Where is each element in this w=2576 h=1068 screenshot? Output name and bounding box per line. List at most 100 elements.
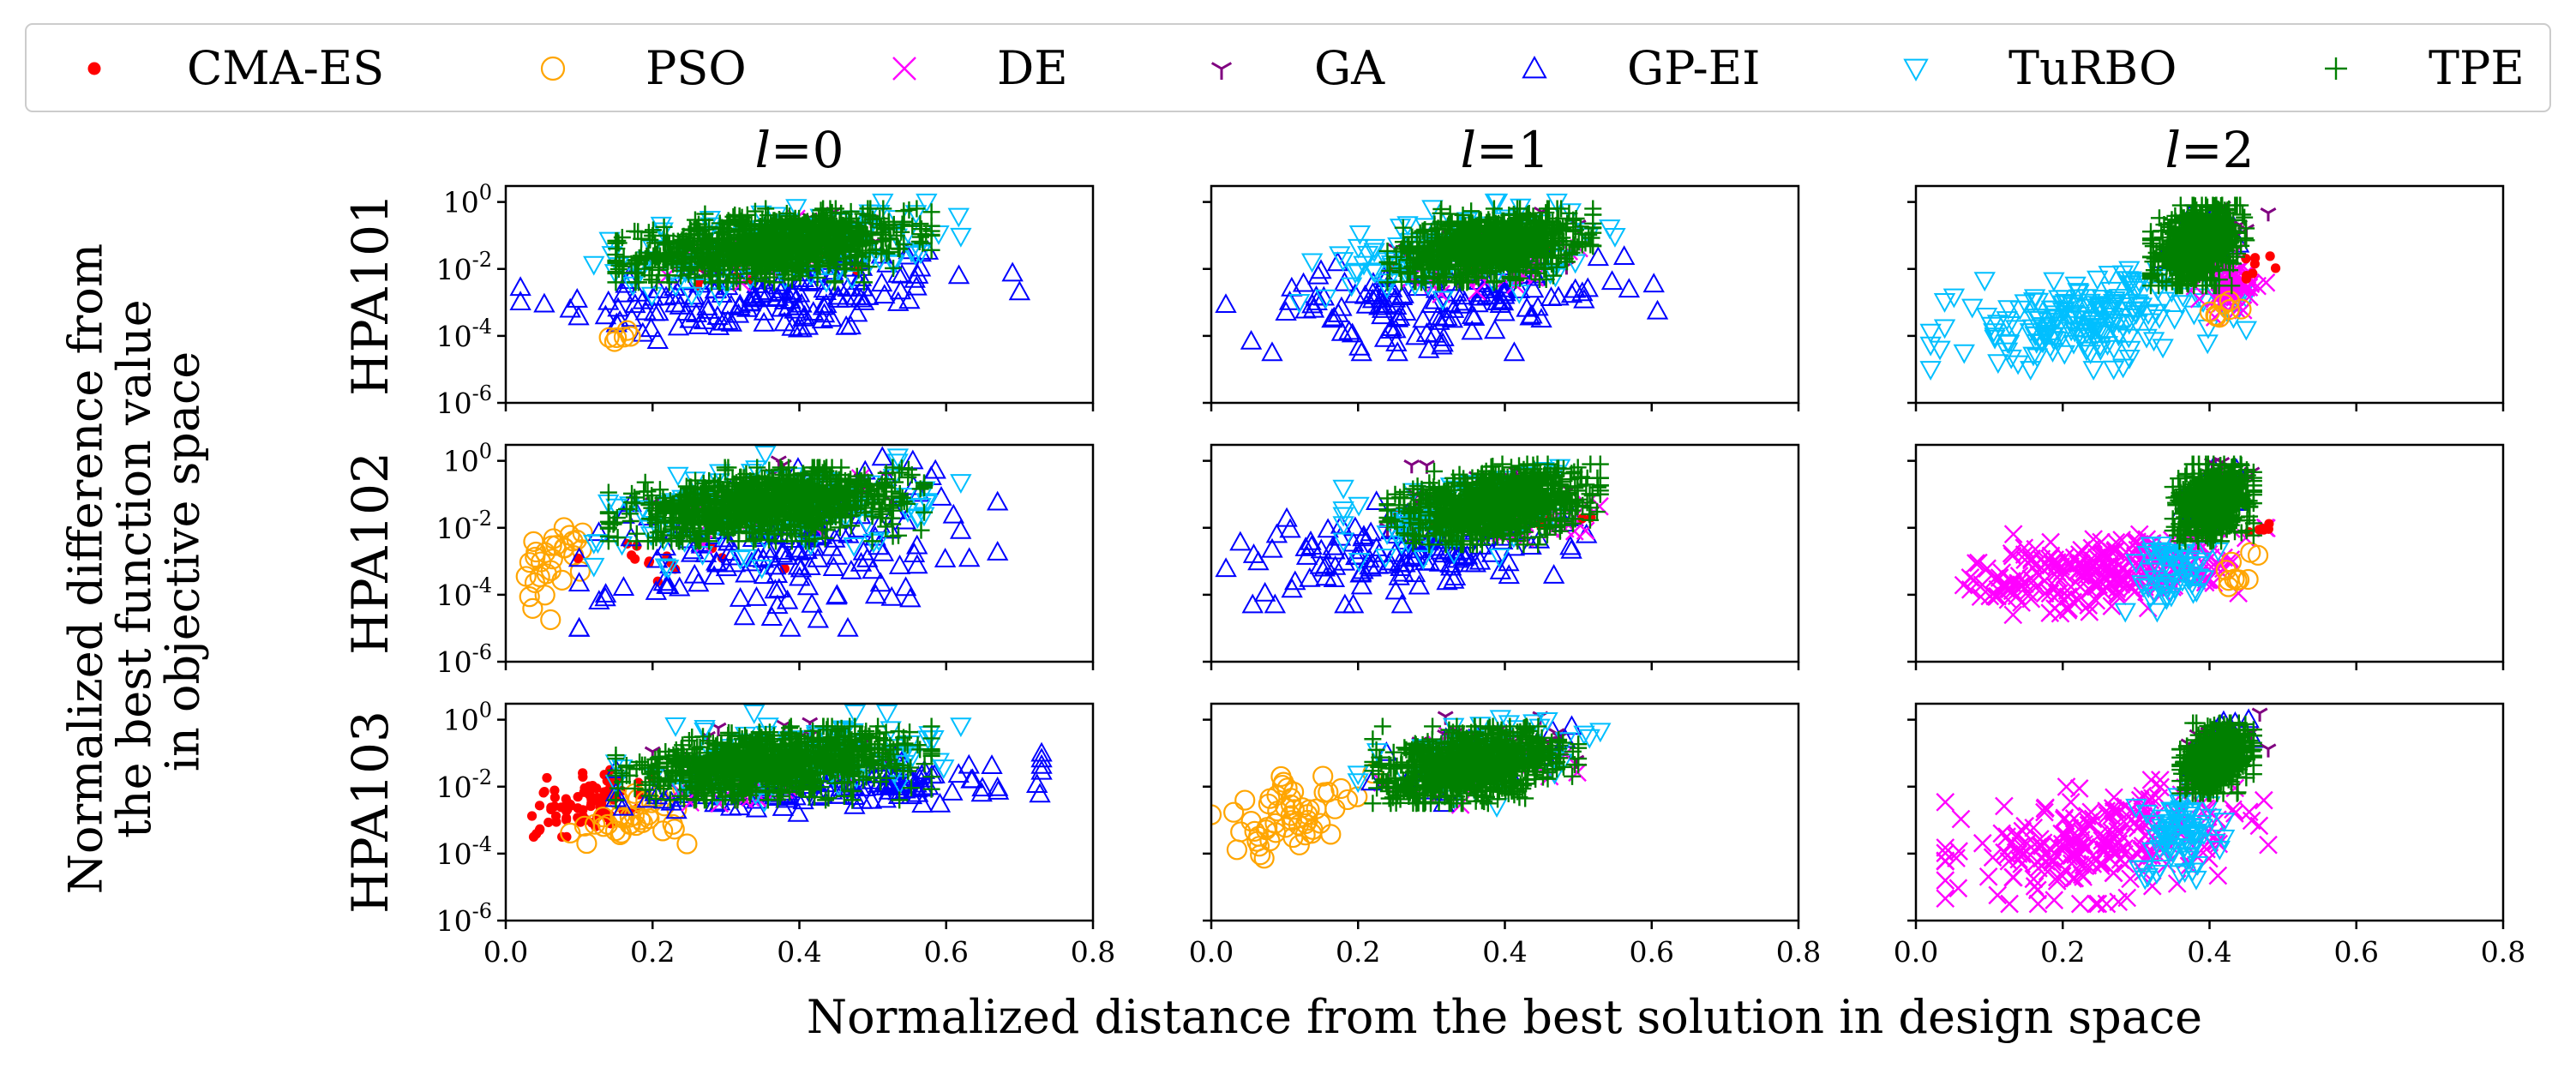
point-gp-ei [850, 267, 873, 286]
point-gp-ei [1008, 280, 1031, 301]
point-gp-ei [1642, 273, 1665, 293]
point-tpe [761, 239, 779, 257]
point-pso [519, 586, 540, 608]
point-gp-ei [1366, 554, 1389, 574]
point-gp-ei [1573, 288, 1595, 309]
point-turbo [2022, 346, 2045, 367]
point-turbo [2069, 329, 2092, 350]
point-gp-ei [688, 315, 710, 334]
point-gp-ei [888, 554, 911, 574]
point-gp-ei [727, 303, 750, 323]
point-tpe [818, 481, 836, 499]
point-gp-ei [1253, 581, 1276, 602]
point-gp-ei [1480, 542, 1504, 562]
point-tpe [742, 473, 760, 491]
point-gp-ei [745, 586, 768, 606]
legend-marker-gp-ei [1522, 55, 1547, 79]
point-gp-ei [850, 551, 873, 572]
point-turbo [751, 559, 773, 579]
point-tpe [1547, 258, 1565, 276]
point-gp-ei [852, 291, 875, 310]
point-gp-ei [862, 559, 884, 579]
legend-label-pso: PSO [646, 41, 747, 95]
point-turbo [1997, 334, 2021, 355]
point-gp-ei [1560, 538, 1582, 559]
legend-marker-turbo [1903, 58, 1929, 82]
point-cma-es [627, 550, 637, 561]
point-turbo [2100, 281, 2123, 302]
point-cma-es [2248, 268, 2258, 279]
point-gp-ei [656, 573, 678, 594]
point-tpe [730, 516, 748, 534]
point-tpe [885, 259, 903, 277]
point-tpe [859, 200, 877, 218]
point-tpe [908, 200, 926, 218]
point-tpe [890, 526, 908, 544]
point-gp-ei [1433, 306, 1456, 327]
point-gp-ei [958, 547, 981, 567]
point-gp-ei [1215, 557, 1237, 578]
point-tpe [694, 481, 712, 499]
point-gp-ei [753, 300, 776, 321]
point-turbo [2005, 320, 2027, 340]
point-gp-ei [904, 267, 926, 288]
point-tpe [688, 530, 706, 548]
point-gp-ei [639, 317, 663, 338]
point-tpe [796, 480, 814, 498]
point-tpe [1580, 226, 1598, 244]
point-tpe [2194, 263, 2212, 281]
point-tpe [789, 471, 807, 489]
point-tpe [760, 472, 778, 490]
point-tpe [806, 235, 824, 253]
point-tpe [676, 489, 694, 507]
point-tpe [1568, 238, 1586, 256]
point-turbo [632, 500, 655, 520]
point-gp-ei [766, 285, 790, 306]
point-gp-ei [1424, 289, 1447, 309]
point-turbo [868, 250, 892, 271]
point-tpe [1438, 229, 1456, 247]
point-tpe [644, 532, 662, 550]
point-turbo [916, 193, 938, 213]
point-tpe [2167, 213, 2185, 231]
point-gp-ei [587, 521, 610, 542]
point-pso [553, 517, 574, 538]
point-gp-ei [1371, 304, 1393, 325]
point-turbo [862, 533, 885, 554]
point-tpe [801, 246, 819, 264]
point-tpe [719, 459, 737, 477]
point-tpe [2225, 255, 2243, 273]
point-pso [613, 327, 635, 348]
point-tpe [2167, 232, 2184, 250]
point-tpe [2165, 248, 2183, 266]
point-turbo [681, 286, 703, 307]
point-tpe [687, 471, 705, 489]
point-turbo [2060, 308, 2082, 328]
point-turbo [1488, 548, 1510, 568]
point-tpe [877, 220, 895, 238]
point-de [1432, 285, 1450, 303]
point-gp-ei [799, 555, 821, 576]
point-pso [606, 327, 627, 349]
point-tpe [1538, 225, 1556, 243]
point-tpe [1417, 247, 1435, 265]
point-tpe [731, 468, 749, 486]
point-gp-ei [567, 547, 591, 567]
point-turbo [2128, 273, 2150, 293]
point-tpe [884, 515, 902, 533]
point-gp-ei [947, 264, 970, 285]
point-turbo [1363, 238, 1386, 259]
point-tpe [759, 522, 777, 540]
point-gp-ei [1333, 271, 1356, 291]
point-tpe [756, 273, 774, 291]
point-tpe [1430, 250, 1448, 268]
point-turbo [1412, 549, 1435, 570]
point-tpe [2197, 251, 2215, 269]
point-tpe [742, 490, 760, 508]
point-gp-ei [757, 282, 779, 303]
point-gp-ei [768, 578, 790, 598]
point-gp-ei [874, 284, 896, 304]
point-turbo [2183, 305, 2206, 326]
point-gp-ei [1276, 507, 1298, 527]
